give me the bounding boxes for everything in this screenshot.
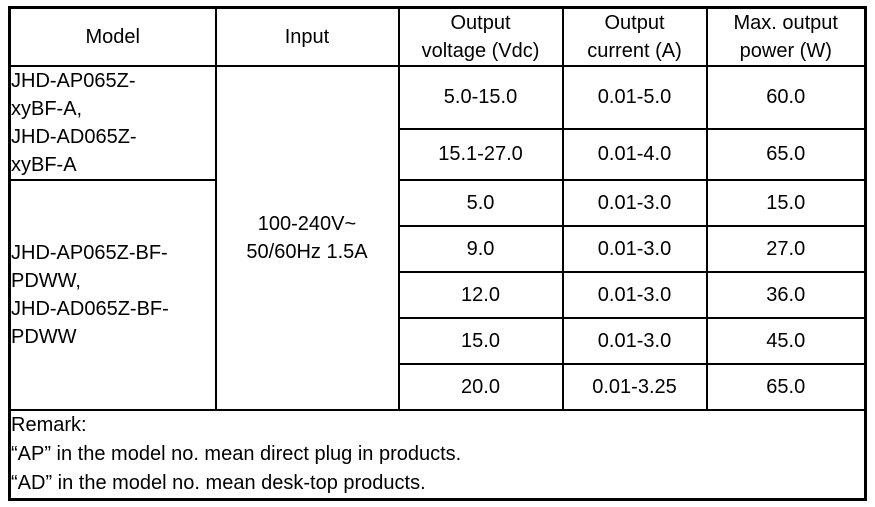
output-voltage-cell: 5.0-15.0 bbox=[397, 65, 564, 130]
output-current-cell: 0.01-5.0 bbox=[561, 65, 708, 130]
remark-line-ad: “AD” in the model no. mean desk-top prod… bbox=[11, 472, 426, 494]
output-current-cell: 0.01-3.0 bbox=[561, 225, 708, 273]
max-power-cell: 60.0 bbox=[705, 65, 867, 130]
col-header-output-current: Output current (A) bbox=[561, 6, 708, 67]
output-voltage-cell: 12.0 bbox=[397, 271, 564, 319]
max-power-cell: 65.0 bbox=[705, 363, 867, 411]
max-power-cell: 15.0 bbox=[705, 179, 867, 227]
remark-row: Remark: “AP” in the model no. mean direc… bbox=[8, 409, 867, 501]
remark-title: Remark: bbox=[11, 414, 87, 436]
table-row: 15.0 0.01-3.0 45.0 bbox=[10, 317, 867, 365]
max-power-cell: 27.0 bbox=[705, 225, 867, 273]
output-voltage-cell: 15.1-27.0 bbox=[397, 127, 564, 182]
output-current-cell: 0.01-3.25 bbox=[561, 363, 708, 411]
output-current-cell: 0.01-4.0 bbox=[561, 127, 708, 182]
output-voltage-cell: 9.0 bbox=[397, 225, 564, 273]
col-header-output-voltage: Output voltage (Vdc) bbox=[397, 6, 564, 67]
col-header-max-output-power: Max. output power (W) bbox=[705, 6, 867, 67]
model-group-2-cell: JHD-AP065Z-BF- PDWW, JHD-AD065Z-BF- PDWW bbox=[8, 179, 217, 411]
output-current-cell: 0.01-3.0 bbox=[561, 271, 708, 319]
table-row: 9.0 0.01-3.0 27.0 bbox=[10, 225, 867, 273]
col-header-model: Model bbox=[8, 6, 217, 67]
col-header-input: Input bbox=[214, 6, 400, 67]
output-current-cell: 0.01-3.0 bbox=[561, 179, 708, 227]
max-power-cell: 45.0 bbox=[705, 317, 867, 365]
output-voltage-cell: 5.0 bbox=[397, 179, 564, 227]
table-row: 12.0 0.01-3.0 36.0 bbox=[10, 271, 867, 319]
power-spec-table: Model Input Output voltage (Vdc) Output … bbox=[8, 6, 867, 501]
output-voltage-cell: 20.0 bbox=[397, 363, 564, 411]
header-row: Model Input Output voltage (Vdc) Output … bbox=[8, 6, 867, 67]
input-cell: 100-240V~ 50/60Hz 1.5A bbox=[214, 65, 400, 411]
model-group-1-cell: JHD-AP065Z- xyBF-A, JHD-AD065Z- xyBF-A bbox=[8, 65, 217, 181]
max-power-cell: 36.0 bbox=[705, 271, 867, 319]
remark-cell: Remark: “AP” in the model no. mean direc… bbox=[8, 409, 867, 501]
output-voltage-cell: 15.0 bbox=[397, 317, 564, 365]
table-row: 20.0 0.01-3.25 65.0 bbox=[10, 363, 867, 411]
table-row: 15.1-27.0 0.01-4.0 65.0 bbox=[10, 127, 867, 182]
table-row: JHD-AP065Z-BF- PDWW, JHD-AD065Z-BF- PDWW… bbox=[8, 179, 867, 411]
max-power-cell: 65.0 bbox=[705, 127, 867, 182]
output-current-cell: 0.01-3.0 bbox=[561, 317, 708, 365]
table-row: JHD-AP065Z- xyBF-A, JHD-AD065Z- xyBF-A 1… bbox=[8, 65, 867, 411]
remark-line-ap: “AP” in the model no. mean direct plug i… bbox=[11, 443, 462, 465]
